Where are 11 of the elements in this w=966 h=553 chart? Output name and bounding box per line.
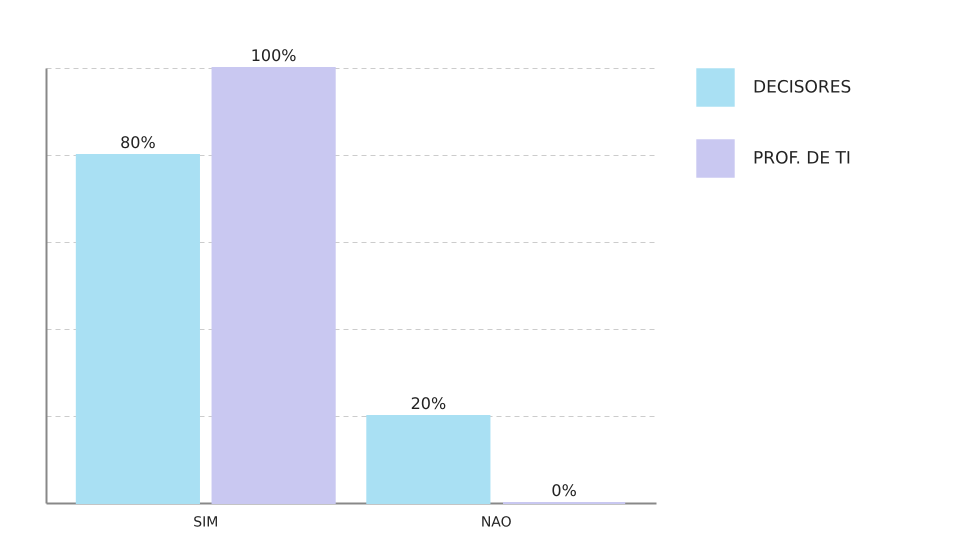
data-label: 20% xyxy=(410,394,446,413)
bar xyxy=(76,154,200,504)
legend-label: PROF. DE TI xyxy=(753,148,851,168)
bar xyxy=(366,415,490,504)
x-tick-label: NAO xyxy=(480,514,512,530)
bar xyxy=(212,67,336,504)
data-label: 80% xyxy=(120,133,156,152)
legend-label: DECISORES xyxy=(753,78,852,98)
x-tick-label: SIM xyxy=(193,514,218,530)
data-label: 100% xyxy=(250,46,297,65)
data-label: 0% xyxy=(551,481,577,500)
